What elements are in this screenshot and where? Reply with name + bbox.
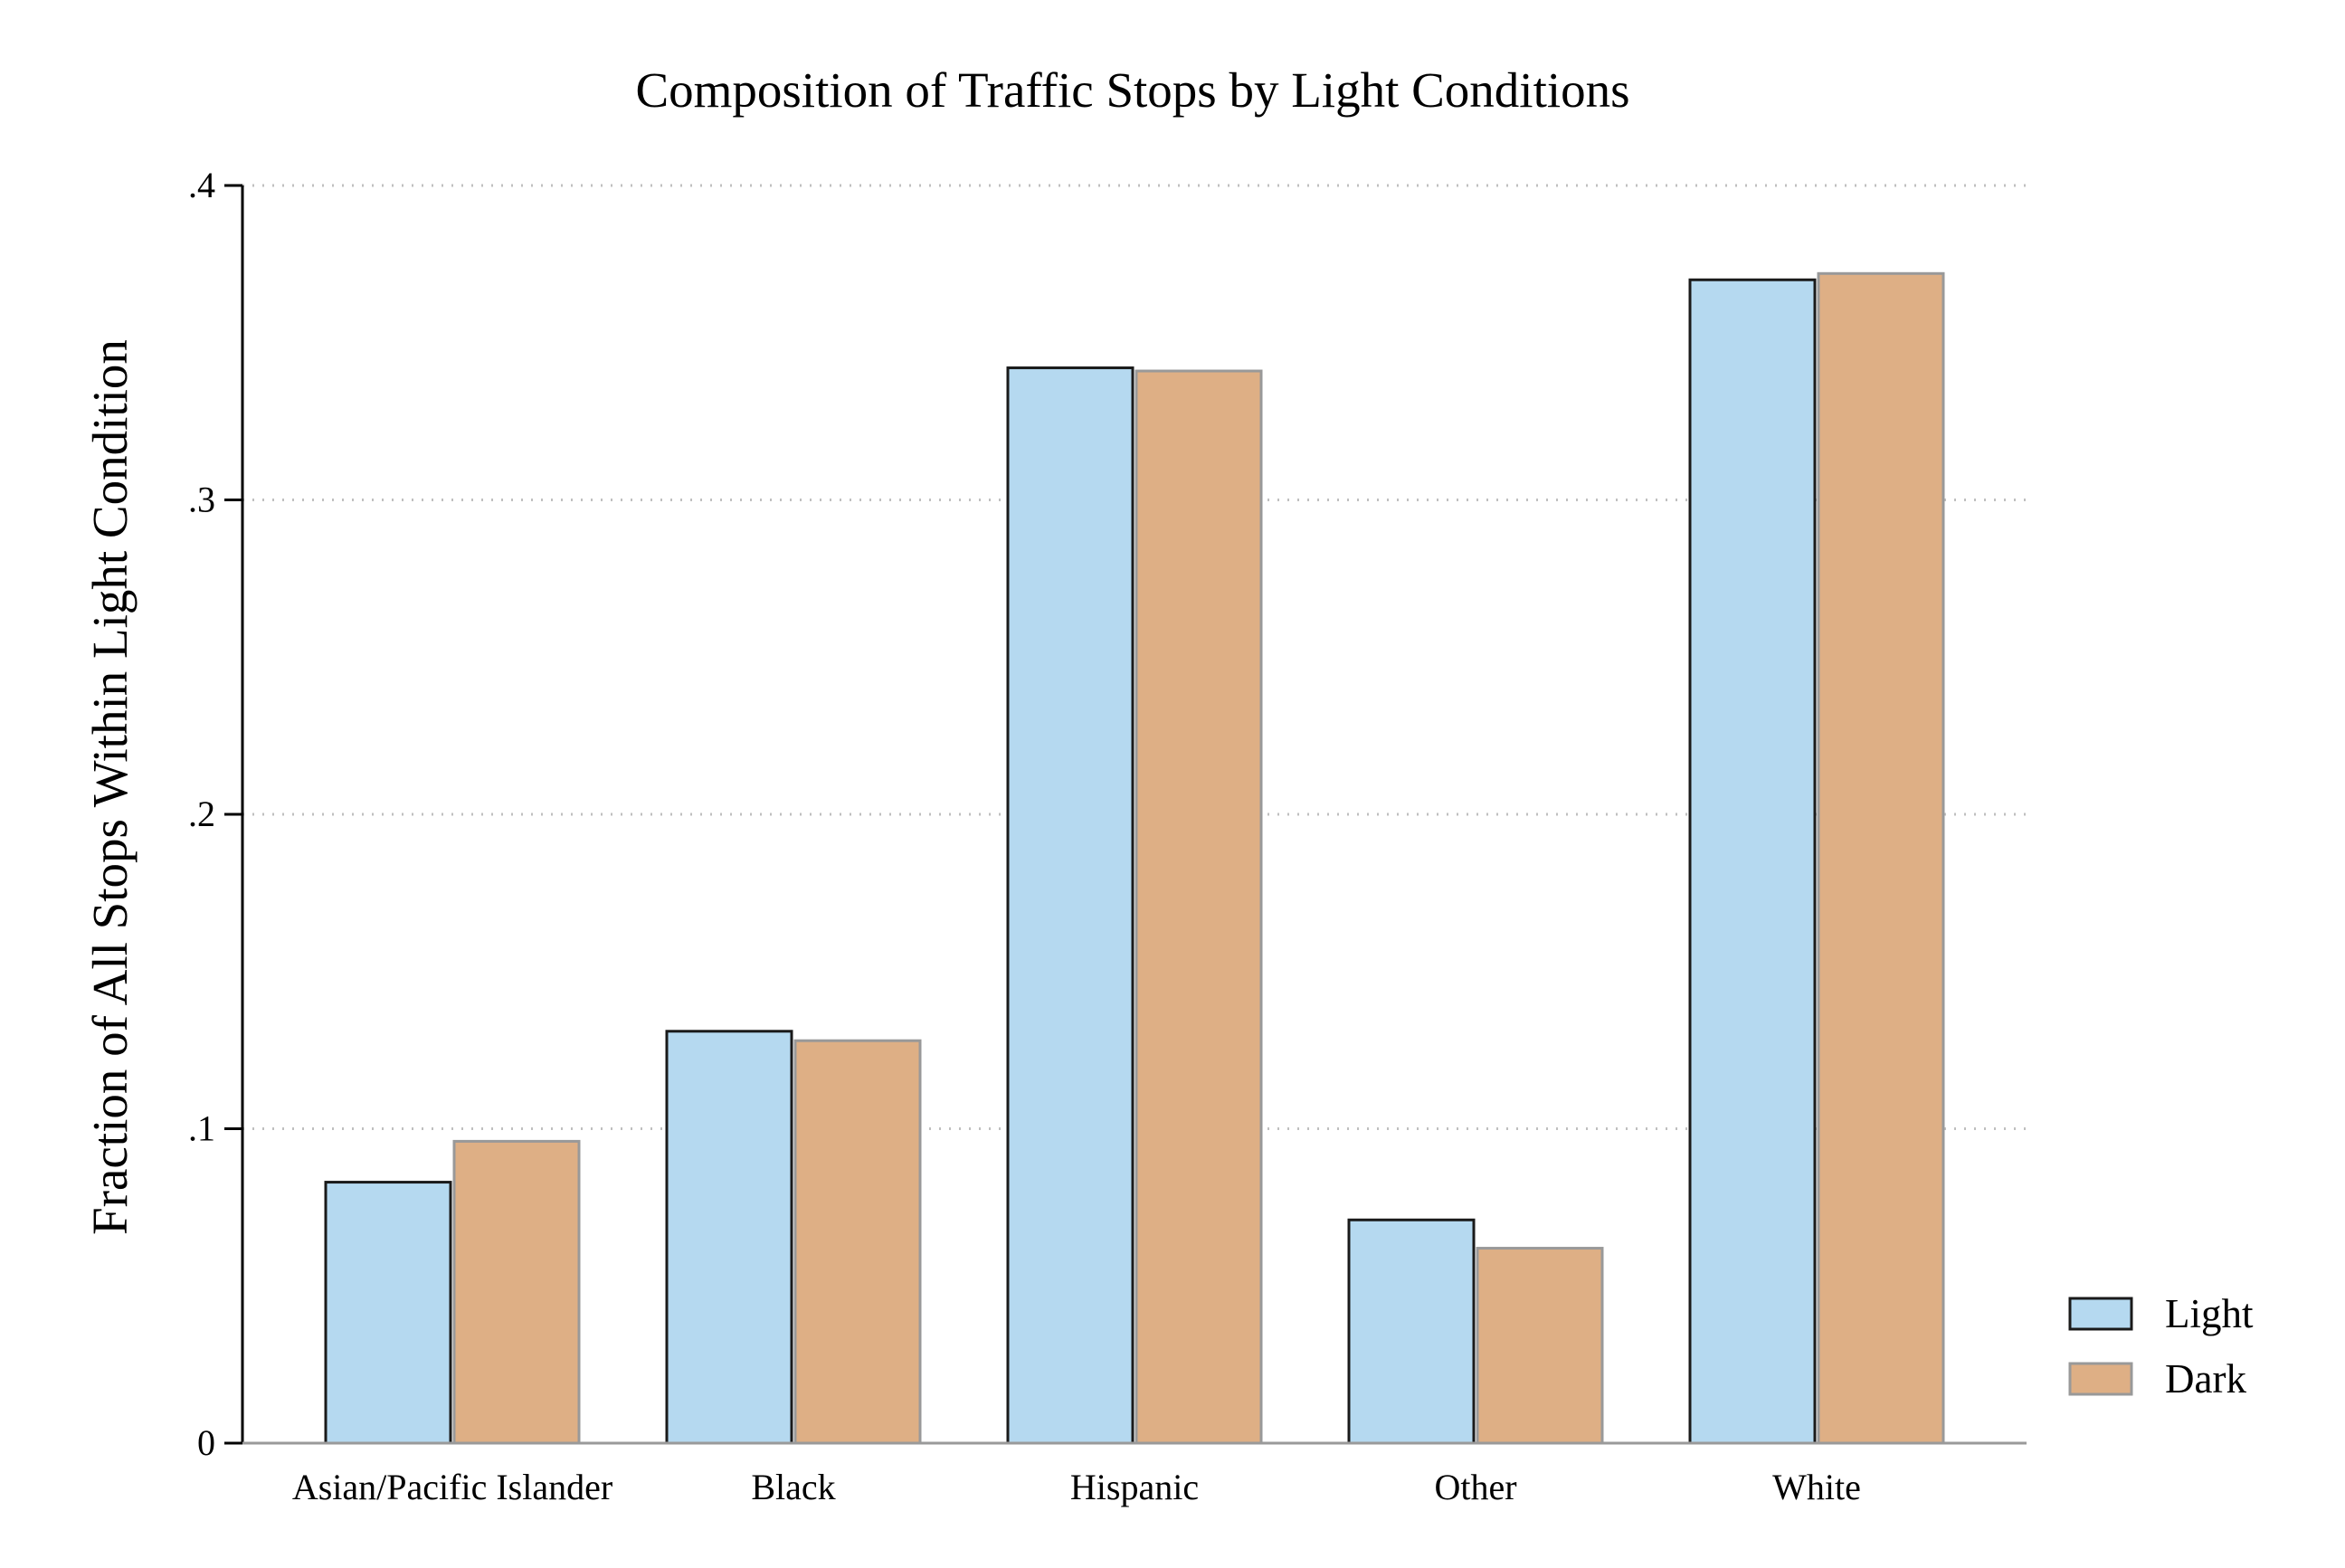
x-category-label: Black (751, 1467, 835, 1507)
bar-dark-4 (1476, 1247, 1604, 1445)
bar-dark-5 (1817, 271, 1945, 1445)
bar-dark-2 (793, 1039, 922, 1445)
bar-dark-1 (452, 1139, 581, 1445)
axes (224, 184, 2027, 1445)
y-tick-label: .1 (188, 1108, 215, 1149)
legend-label-dark: Dark (2165, 1356, 2246, 1402)
y-tick-label: .4 (188, 165, 215, 205)
x-category-label: White (1772, 1467, 1861, 1507)
legend-swatch-dark (2068, 1362, 2133, 1396)
tick-labels: 0 .1 .2 .3 .4 Asian/Pacific Islander Black Hisp… (188, 165, 1861, 1507)
legend-label-light: Light (2165, 1291, 2254, 1336)
x-category-label: Other (1434, 1467, 1516, 1507)
legend-swatch-light (2068, 1297, 2133, 1331)
y-tick-label: 0 (197, 1422, 215, 1463)
y-tick-label: .3 (188, 480, 215, 520)
y-axis-label: Fraction of All Stops Within Light Condi… (82, 339, 138, 1235)
bars (324, 271, 1945, 1445)
bar-light-3 (1006, 366, 1135, 1445)
legend: Light Dark (2068, 1291, 2254, 1402)
chart-title: Composition of Traffic Stops by Light Co… (635, 62, 1629, 118)
bar-light-5 (1688, 278, 1817, 1445)
bar-dark-3 (1135, 369, 1263, 1445)
bar-light-4 (1347, 1218, 1476, 1445)
bar-light-1 (324, 1181, 452, 1445)
x-category-label: Hispanic (1070, 1467, 1199, 1507)
y-tick-label: .2 (188, 794, 215, 834)
x-category-label: Asian/Pacific Islander (292, 1467, 612, 1507)
bar-light-2 (665, 1030, 793, 1445)
